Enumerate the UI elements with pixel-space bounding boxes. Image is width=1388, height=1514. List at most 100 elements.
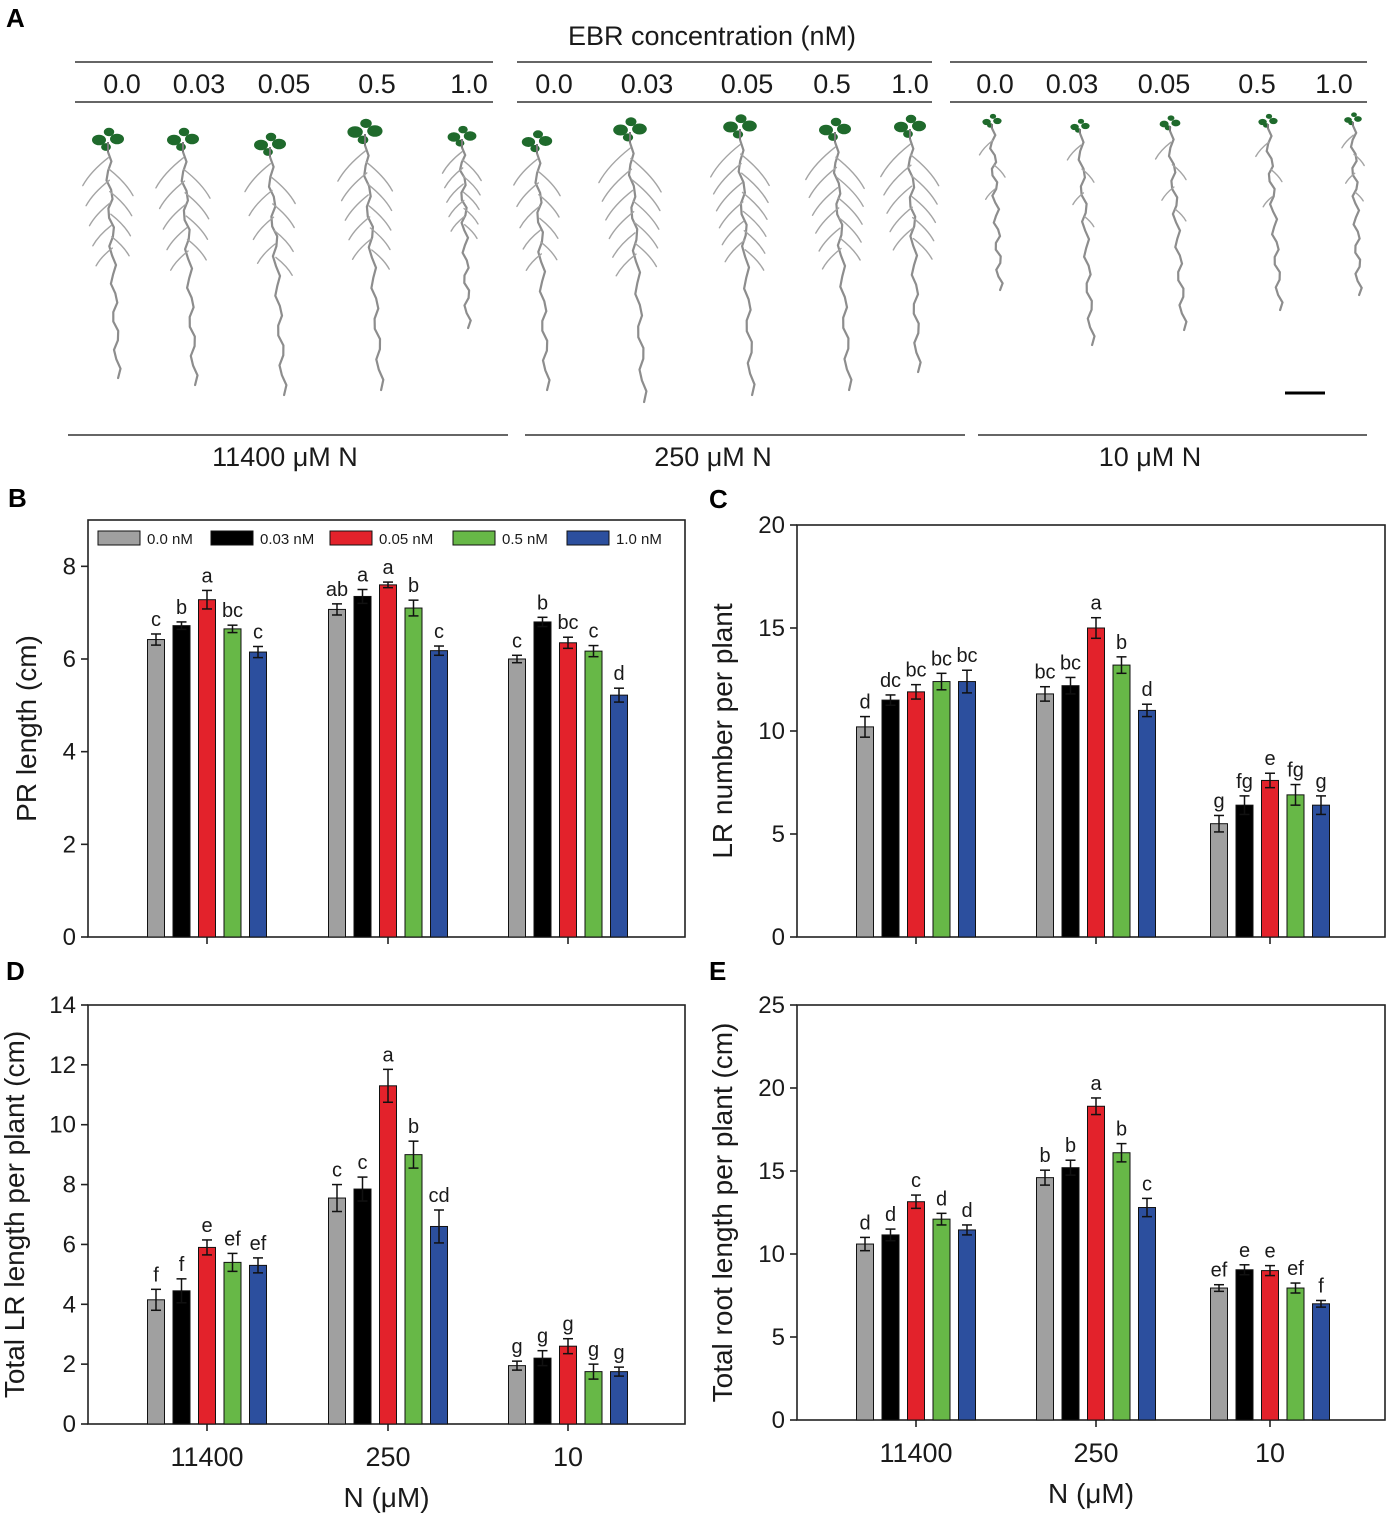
cotyledon-leaf (613, 124, 628, 136)
x-axis-label: N (μM) (1048, 1478, 1134, 1509)
cotyledon-leaf (272, 138, 286, 150)
lateral-root (740, 153, 770, 187)
lateral-root (721, 220, 745, 246)
cotyledon-leaf (92, 134, 106, 146)
y-tick-label: 10 (758, 1241, 785, 1268)
lateral-root (836, 176, 864, 207)
bar (1061, 685, 1080, 938)
true-leaf (178, 127, 190, 137)
chart-total-root-length: E 0 5 10 15 20 25 Total root length per plant (… (707, 956, 1386, 1509)
significance-letter: e (1264, 1241, 1275, 1263)
significance-letter: b (176, 597, 187, 619)
y-axis-label: Total LR length per plant (cm) (0, 1031, 30, 1398)
bar (404, 1154, 423, 1425)
bar (1138, 1207, 1156, 1421)
lateral-root (835, 156, 865, 190)
cotyledon-leaf (167, 134, 181, 146)
lateral-root (273, 229, 294, 253)
bar (1210, 823, 1228, 938)
lateral-root (630, 157, 662, 193)
significance-letter: a (1090, 593, 1102, 615)
lateral-root (1345, 172, 1356, 184)
bar (249, 1264, 267, 1425)
significance-letter: b (408, 575, 419, 597)
lateral-root (811, 187, 839, 216)
panel-letter: D (6, 956, 25, 986)
lateral-root (818, 227, 841, 252)
bar (932, 1218, 951, 1421)
true-leaf (455, 139, 465, 147)
primary-root (1265, 127, 1284, 312)
bar (198, 1246, 216, 1425)
lateral-root (978, 139, 994, 156)
true-leaf (176, 143, 186, 151)
bar (856, 726, 874, 938)
lateral-root (886, 185, 913, 214)
lateral-root (88, 202, 111, 227)
true-leaf (989, 113, 997, 119)
primary-root (1349, 124, 1363, 297)
bar (508, 658, 526, 938)
lateral-root (744, 249, 765, 271)
bar (404, 607, 423, 938)
lateral-root (1072, 192, 1085, 206)
cotyledon-leaf (1171, 119, 1181, 127)
bar (958, 681, 976, 938)
significance-letter: a (382, 1044, 394, 1066)
y-axis-label: Total root length per plant (cm) (707, 1023, 738, 1403)
lateral-root (462, 191, 480, 211)
true-leaf (830, 117, 842, 127)
lateral-root (889, 206, 913, 233)
bar (353, 595, 372, 938)
lateral-root (158, 180, 186, 210)
bar (1235, 804, 1254, 938)
cotyledon-leaf (254, 139, 268, 151)
lateral-root (837, 197, 863, 225)
lateral-root (252, 216, 275, 241)
significance-letter: d (961, 1200, 972, 1222)
lateral-root (601, 168, 633, 202)
conc-label: 0.03 (1046, 69, 1099, 99)
conc-label: 0.03 (173, 69, 226, 99)
cotyledon-leaf (723, 121, 738, 133)
lateral-root (462, 175, 481, 196)
significance-letter: d (885, 1204, 896, 1226)
y-tick-label: 5 (772, 1324, 785, 1351)
significance-letter: c (434, 621, 444, 643)
significance-letter: a (1090, 1073, 1102, 1095)
lateral-root (337, 150, 367, 182)
lateral-root (522, 229, 541, 250)
lateral-root (537, 170, 561, 197)
lateral-root (111, 236, 130, 257)
significance-letter: fg (1236, 771, 1253, 793)
lateral-root (95, 247, 113, 267)
lateral-root (184, 192, 210, 220)
conc-label: 0.5 (358, 69, 396, 99)
lateral-root (912, 237, 933, 260)
cotyledon-leaf (632, 123, 647, 135)
lateral-root (256, 243, 276, 264)
x-tick-label: 10 (553, 1442, 583, 1472)
lateral-root (612, 232, 636, 258)
true-leaf (625, 117, 637, 127)
bar (1112, 1152, 1131, 1421)
lateral-root (344, 194, 369, 221)
lateral-root (724, 239, 746, 263)
conc-label: 1.0 (450, 69, 488, 99)
significance-letter: bc (222, 600, 243, 622)
lateral-root (821, 247, 842, 270)
primary-root (907, 137, 922, 374)
bar (1138, 709, 1156, 938)
lateral-root (740, 172, 769, 204)
lateral-root (444, 167, 464, 189)
primary-root (105, 150, 122, 380)
lateral-root (634, 242, 658, 268)
bar (1312, 1303, 1330, 1421)
x-tick-label: 10 (1255, 1438, 1285, 1468)
significance-letter: g (613, 1342, 624, 1364)
group-label: 11400 μM N (212, 442, 358, 472)
bar (907, 1201, 925, 1421)
bar (1312, 804, 1330, 938)
y-tick-label: 5 (772, 821, 785, 848)
